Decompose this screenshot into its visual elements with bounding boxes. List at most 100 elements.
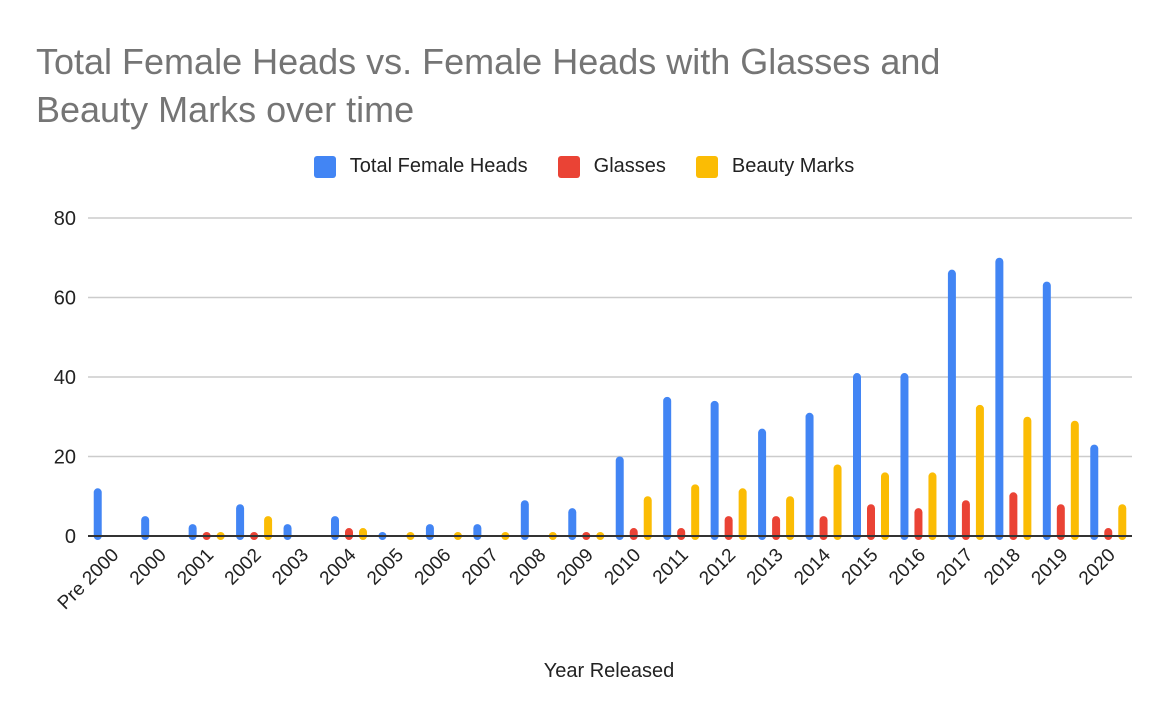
- category-group: [141, 516, 150, 540]
- bar[interactable]: [995, 257, 1004, 540]
- bar[interactable]: [1104, 528, 1113, 540]
- bar[interactable]: [283, 524, 292, 540]
- bar[interactable]: [643, 496, 652, 540]
- bar[interactable]: [188, 524, 197, 540]
- category-group: [805, 412, 842, 540]
- x-tick-label: 2017: [933, 545, 978, 590]
- category-group: [947, 269, 984, 540]
- legend-item-beauty[interactable]: Beauty Marks: [695, 155, 855, 178]
- chart-title: Total Female Heads vs. Female Heads with…: [36, 38, 1136, 134]
- bar[interactable]: [1070, 420, 1079, 540]
- x-tick-label: 2012: [695, 545, 740, 590]
- bar[interactable]: [473, 524, 482, 540]
- y-tick-label: 40: [54, 367, 76, 389]
- x-tick-label: 2008: [506, 545, 551, 590]
- bar[interactable]: [615, 456, 624, 541]
- bar[interactable]: [786, 496, 795, 540]
- title-line-2: Beauty Marks over time: [36, 89, 415, 130]
- bar[interactable]: [331, 516, 339, 540]
- bar[interactable]: [1118, 504, 1127, 540]
- bar[interactable]: [805, 412, 814, 540]
- legend: Total Female Heads Glasses Beauty Marks: [0, 155, 1168, 178]
- category-group: [710, 400, 747, 540]
- x-tick-label: 2006: [411, 545, 456, 590]
- bar[interactable]: [520, 500, 529, 540]
- bar[interactable]: [93, 488, 102, 540]
- bar[interactable]: [724, 516, 733, 540]
- bar[interactable]: [738, 488, 747, 540]
- bar[interactable]: [663, 396, 672, 540]
- x-tick-label: 2011: [649, 545, 693, 589]
- bar[interactable]: [629, 528, 638, 540]
- bar[interactable]: [1042, 281, 1051, 540]
- x-tick-label: 2013: [743, 545, 788, 590]
- bar[interactable]: [881, 472, 889, 540]
- bar[interactable]: [947, 269, 956, 540]
- x-tick-label: 2001: [173, 545, 218, 590]
- y-tick-label: 20: [54, 447, 76, 469]
- category-group: [425, 524, 462, 540]
- category-group: [1090, 444, 1127, 540]
- y-tick-label: 80: [54, 208, 76, 230]
- legend-label-beauty: Beauty Marks: [731, 155, 855, 177]
- bar[interactable]: [141, 516, 150, 540]
- x-axis-label: Year Released: [543, 660, 675, 682]
- category-group: [853, 373, 889, 540]
- x-tick-label: 2005: [363, 545, 408, 590]
- category-group: [93, 488, 102, 540]
- bar[interactable]: [1090, 444, 1099, 540]
- x-tick-label: Pre 2000: [54, 545, 123, 614]
- category-group: [995, 257, 1032, 540]
- legend-swatch-glasses: [557, 155, 580, 178]
- category-group: [473, 524, 510, 540]
- bar[interactable]: [236, 504, 245, 540]
- bar[interactable]: [819, 516, 828, 540]
- x-tick-label: 2018: [980, 545, 1025, 590]
- bar[interactable]: [264, 516, 273, 540]
- bar[interactable]: [677, 528, 686, 540]
- bar[interactable]: [425, 524, 434, 540]
- category-group: [663, 396, 700, 540]
- bar[interactable]: [833, 464, 842, 540]
- legend-swatch-beauty: [695, 155, 718, 178]
- bar[interactable]: [1009, 492, 1018, 540]
- category-group: [615, 456, 652, 541]
- bar[interactable]: [975, 404, 984, 540]
- x-tick-label: 2016: [885, 545, 930, 590]
- bar[interactable]: [900, 373, 909, 540]
- bar[interactable]: [772, 516, 781, 540]
- bar[interactable]: [1056, 504, 1065, 540]
- y-tick-label: 0: [65, 526, 76, 548]
- category-group: [1042, 281, 1079, 540]
- x-tick-label: 2009: [553, 545, 598, 590]
- x-tick-label: 2003: [268, 545, 313, 590]
- legend-item-glasses[interactable]: Glasses: [557, 155, 666, 178]
- legend-label-total: Total Female Heads: [349, 155, 528, 177]
- bar[interactable]: [914, 508, 923, 540]
- bar[interactable]: [853, 373, 861, 540]
- legend-item-total[interactable]: Total Female Heads: [313, 155, 528, 178]
- category-group: [900, 373, 937, 540]
- legend-label-glasses: Glasses: [593, 155, 666, 177]
- bar[interactable]: [961, 500, 970, 540]
- x-tick-label: 2020: [1075, 545, 1120, 590]
- category-group: [331, 516, 367, 540]
- bar[interactable]: [345, 528, 353, 540]
- x-tick-label: 2000: [126, 545, 171, 590]
- bar[interactable]: [710, 400, 719, 540]
- y-tick-label: 60: [54, 288, 76, 310]
- bar[interactable]: [867, 504, 875, 540]
- category-group: [236, 504, 273, 540]
- bar[interactable]: [758, 428, 767, 540]
- bar[interactable]: [568, 508, 577, 540]
- bar[interactable]: [359, 528, 367, 540]
- bar[interactable]: [1023, 416, 1032, 540]
- x-tick-label: 2004: [316, 544, 361, 589]
- bar[interactable]: [928, 472, 937, 540]
- x-tick-label: 2015: [838, 545, 883, 590]
- category-group: [188, 524, 225, 540]
- bar[interactable]: [691, 484, 700, 540]
- x-tick-label: 2007: [458, 545, 503, 590]
- category-group: [283, 524, 292, 540]
